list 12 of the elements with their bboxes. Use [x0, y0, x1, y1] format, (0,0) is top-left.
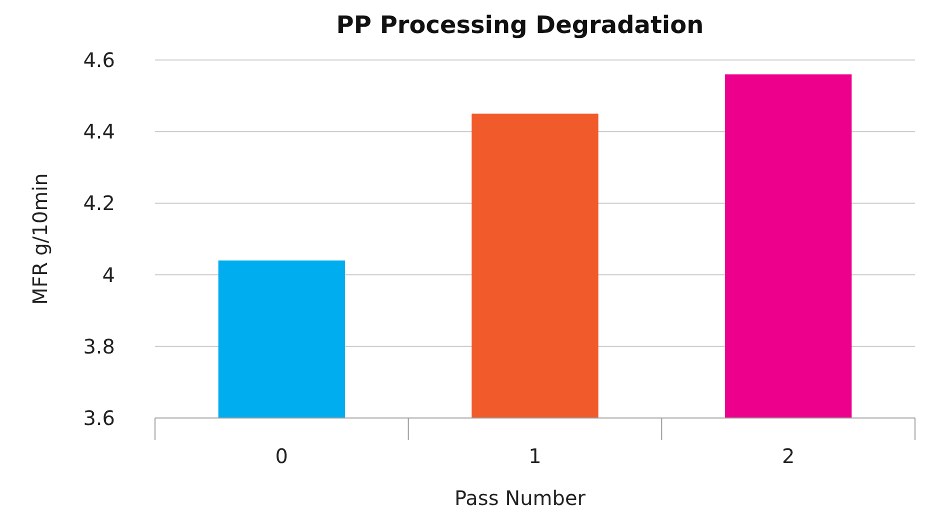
y-axis-title: MFR g/10min	[28, 173, 52, 305]
x-tick-label: 2	[782, 444, 795, 468]
x-axis-title: Pass Number	[454, 486, 586, 510]
chart-title: PP Processing Degradation	[336, 11, 704, 39]
y-tick-label: 4	[102, 262, 115, 287]
y-tick-label: 4.6	[83, 48, 115, 72]
y-tick-label: 4.4	[83, 120, 115, 144]
x-tick-label: 0	[275, 444, 288, 468]
y-tick-label: 3.8	[83, 334, 115, 358]
x-tick-label: 1	[528, 444, 542, 468]
y-tick-label: 3.6	[83, 406, 115, 430]
y-tick-label: 4.2	[83, 191, 115, 216]
